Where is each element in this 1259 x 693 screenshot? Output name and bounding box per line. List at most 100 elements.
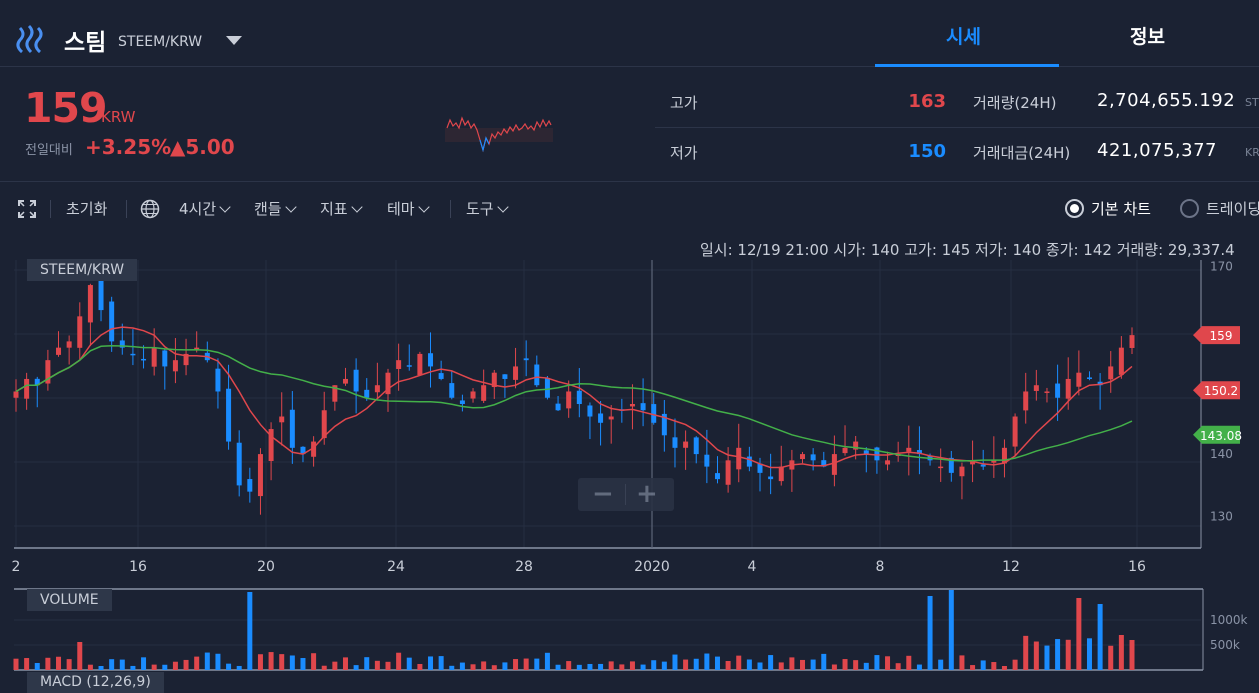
volume-bar — [959, 655, 965, 670]
candle-body — [162, 350, 168, 367]
volume-bar — [948, 590, 954, 670]
candle-body — [247, 479, 253, 492]
globe-icon[interactable] — [140, 199, 160, 219]
volume-bar — [34, 662, 40, 670]
candle-body — [704, 454, 710, 467]
volume-bar — [459, 662, 465, 670]
volume-bar — [778, 662, 784, 670]
chevron-down-icon — [219, 201, 231, 213]
candle-body — [353, 369, 359, 392]
volume-bar — [1129, 639, 1135, 670]
volume-bar — [353, 665, 359, 670]
candle-body — [885, 460, 891, 465]
ohlc-info-line: 일시: 12/19 21:00 시가: 140 고가: 145 저가: 140 … — [700, 241, 1235, 259]
volume-bar — [576, 664, 582, 670]
chart-toolbar: 초기화 4시간 캔들 지표 테마 도구 기본 차트 트레이딩뷰 — [0, 188, 1259, 228]
basic-chart-radio[interactable] — [1065, 199, 1084, 218]
volume-label: 거래량(24H) — [973, 94, 1057, 112]
candle-body — [725, 460, 731, 485]
volume-bar — [119, 659, 125, 670]
candle-body — [1023, 391, 1029, 411]
tools-dropdown[interactable]: 도구 — [466, 198, 509, 219]
candle-body — [311, 441, 317, 457]
tab-price[interactable]: 시세 — [946, 26, 981, 48]
volume-bar — [757, 662, 763, 670]
volume-bar — [449, 665, 455, 670]
volume-bar — [1118, 634, 1124, 670]
volume-bar — [863, 662, 869, 670]
tools-label: 도구 — [466, 200, 494, 218]
candle-body — [491, 372, 497, 388]
volume-bar — [1108, 645, 1114, 670]
volume-bar — [800, 659, 806, 670]
volume-bar — [629, 661, 635, 670]
volume-bar — [87, 664, 93, 670]
candle-body — [970, 460, 976, 465]
candle-body — [364, 389, 370, 398]
low-label: 저가 — [670, 144, 698, 162]
price-tag — [1193, 381, 1240, 400]
candle-body — [151, 347, 157, 367]
candle-body — [714, 473, 720, 480]
volume-unit: STEEM — [1245, 96, 1259, 109]
candle-body — [800, 454, 806, 460]
theme-dropdown[interactable]: 테마 — [387, 198, 430, 219]
candle-body — [1086, 377, 1092, 379]
coin-select-chevron-down-icon[interactable] — [226, 36, 242, 45]
candle-body — [693, 437, 699, 455]
chart-type-dropdown[interactable]: 캔들 — [254, 198, 297, 219]
volume-bar — [1065, 639, 1071, 670]
trade-value: 421,075,377 — [1097, 140, 1218, 161]
candle-body — [342, 378, 348, 384]
x-tick-label: 4 — [748, 559, 757, 575]
volume-bar — [194, 656, 200, 670]
tradingview-radio[interactable] — [1180, 199, 1199, 218]
zoom-out-icon[interactable]: − — [592, 479, 614, 509]
fullscreen-icon[interactable] — [18, 200, 36, 218]
volume-bar — [534, 658, 540, 670]
candle-body — [289, 409, 295, 448]
tab-info[interactable]: 정보 — [1130, 26, 1165, 48]
volume-bar — [98, 665, 104, 670]
candle-body — [810, 454, 816, 461]
volume-bar — [24, 658, 30, 670]
volume-bar — [226, 663, 232, 670]
volume-bar — [598, 663, 604, 670]
volume-bar — [651, 660, 657, 670]
volume-bar — [927, 596, 933, 670]
volume-bar — [544, 652, 550, 670]
candle-body — [991, 460, 997, 463]
candle-body — [141, 358, 147, 361]
volume-bar — [268, 652, 274, 670]
candle-body — [566, 391, 572, 409]
volume-bar — [619, 664, 625, 670]
candle-body — [842, 447, 848, 454]
indicator-dropdown[interactable]: 지표 — [320, 198, 363, 219]
x-tick-label: 16 — [129, 559, 147, 575]
candle-body — [119, 340, 125, 348]
price-tag — [1193, 425, 1240, 444]
volume-bar — [77, 642, 83, 670]
candle-body — [321, 410, 327, 439]
candle-body — [1033, 385, 1039, 391]
reset-button[interactable]: 초기화 — [66, 200, 108, 218]
x-tick-label: 2 — [12, 559, 21, 575]
tradingview-label[interactable]: 트레이딩뷰 — [1206, 200, 1259, 218]
x-tick-label: 24 — [387, 559, 405, 575]
zoom-in-icon[interactable]: + — [636, 479, 658, 509]
volume-bar — [417, 663, 423, 670]
volume-bar — [991, 662, 997, 670]
volume-bar — [172, 661, 178, 670]
candle-body — [598, 413, 604, 423]
basic-chart-label[interactable]: 기본 차트 — [1091, 200, 1151, 218]
interval-dropdown[interactable]: 4시간 — [179, 198, 231, 219]
candle-body — [980, 464, 986, 467]
volume-bar — [661, 661, 667, 670]
candle-body — [406, 365, 412, 367]
candle-body — [438, 373, 444, 379]
volume-bar — [438, 656, 444, 670]
candle-body — [1044, 391, 1050, 393]
chevron-down-icon — [496, 201, 509, 213]
candlestick-chart[interactable]: 170 140 130 2 16 20 24 28 2020 4 8 12 16 159 150.2 143.… — [0, 255, 1259, 683]
candle-body — [1129, 335, 1135, 348]
